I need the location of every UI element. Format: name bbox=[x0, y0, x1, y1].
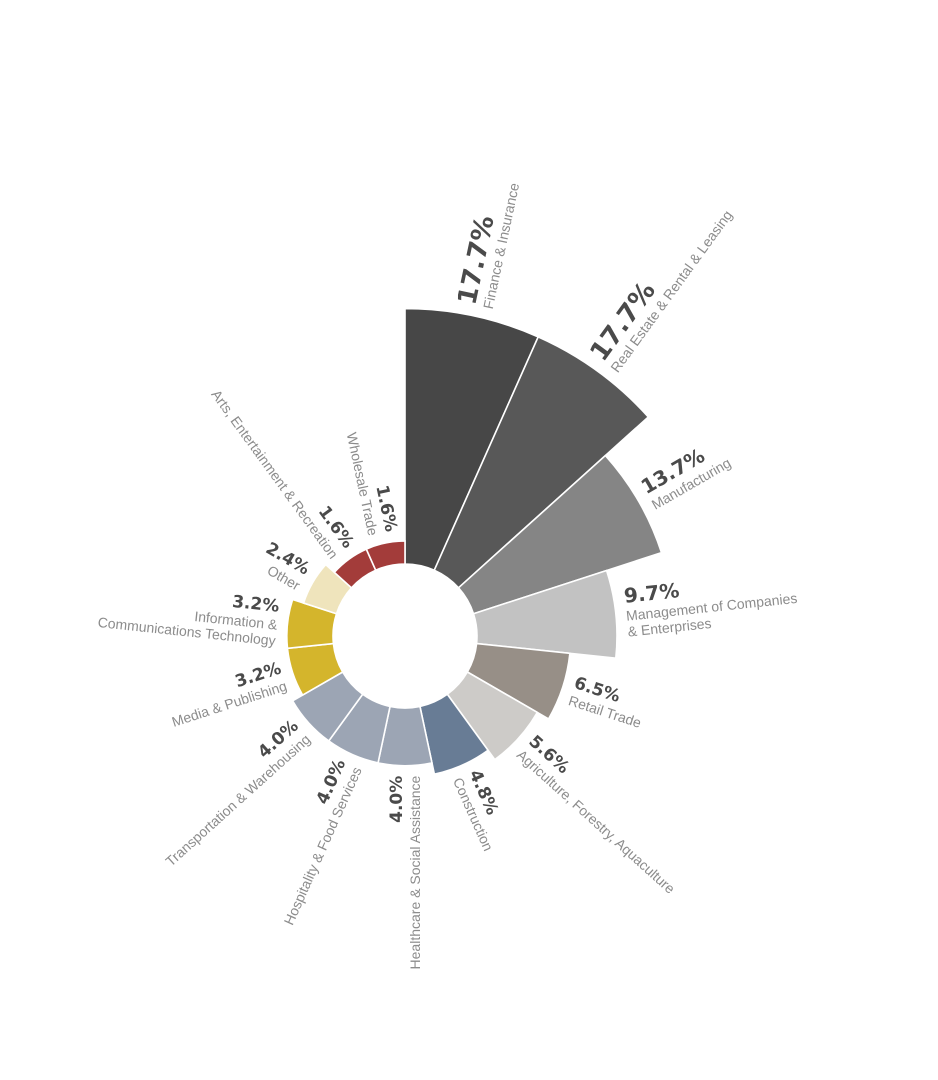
slice-percent-label: 4.0% bbox=[387, 776, 407, 823]
slice-category-label: Arts, Entertainment & Recreation bbox=[208, 387, 341, 562]
slice-label-4: 6.5%Retail Trade bbox=[567, 673, 644, 731]
slice-category-label: Media & Publishing bbox=[170, 678, 289, 730]
wedge-1 bbox=[433, 335, 650, 589]
slice-label-3: 9.7%Management of Companies& Enterprises bbox=[623, 578, 798, 639]
slice-label-0: 17.7%Finance & Insurance bbox=[453, 181, 523, 310]
slice-percent-label: 3.2% bbox=[231, 592, 280, 617]
slice-label-2: 13.7%Manufacturing bbox=[637, 443, 734, 512]
slice-label-11: 3.2%Information &Communications Technolo… bbox=[97, 592, 280, 649]
wedges bbox=[286, 307, 663, 776]
wedge-9 bbox=[291, 670, 364, 743]
wedge-14 bbox=[365, 540, 406, 572]
slice-label-9: 4.0%Transportation & Warehousing bbox=[162, 716, 313, 869]
wedge-0 bbox=[404, 307, 540, 572]
wedge-12 bbox=[302, 563, 353, 615]
slice-label-6: 4.8%Construction bbox=[450, 767, 502, 853]
wedge-5 bbox=[446, 670, 539, 761]
slice-category-label: Transportation & Warehousing bbox=[162, 731, 313, 869]
wedge-4 bbox=[466, 642, 571, 720]
slice-label-7: 4.0% Healthcare & Social Assistance bbox=[387, 775, 423, 969]
slice-category-label: Wholesale Trade bbox=[344, 431, 382, 537]
slice-category-label: Healthcare & Social Assistance bbox=[407, 775, 423, 969]
wedge-3 bbox=[472, 569, 618, 660]
slice-label-13: 1.6%Arts, Entertainment & Recreation bbox=[208, 387, 357, 562]
wedge-2 bbox=[457, 454, 663, 615]
slice-category-label: Agriculture, Forestry, Aquaculture bbox=[514, 746, 678, 896]
slice-label-10: 3.2%Media & Publishing bbox=[170, 659, 289, 730]
slice-label-8: 4.0%Hospitality & Food Services bbox=[280, 756, 364, 927]
slice-percent-label: 9.7% bbox=[623, 578, 681, 608]
wedge-11 bbox=[286, 598, 338, 650]
wedge-6 bbox=[419, 693, 490, 776]
slice-label-14: 1.6%Wholesale Trade bbox=[344, 431, 401, 537]
slice-label-12: 2.4%Other bbox=[262, 539, 313, 594]
slice-label-1: 17.7%Real Estate & Rental & Leasing bbox=[585, 207, 736, 375]
slice-label-5: 5.6%Agriculture, Forestry, Aquaculture bbox=[514, 732, 678, 897]
